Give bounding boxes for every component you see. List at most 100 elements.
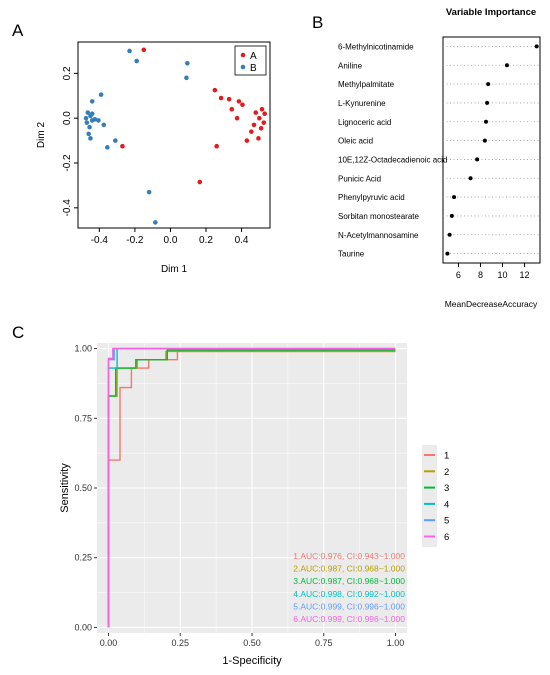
y-tick-label: 0.50 (74, 483, 92, 493)
y-tick-label: 0.75 (74, 413, 92, 423)
point-a (262, 111, 267, 117)
y-tick-label: 0.00 (74, 622, 92, 632)
legend-box (234, 45, 267, 76)
point-b (98, 92, 104, 97)
variable-label: Oleic acid (338, 137, 373, 146)
legend-label: B (250, 63, 257, 74)
x-tick-label: -0.2 (126, 235, 144, 246)
point-b (85, 110, 91, 115)
importance-dot (468, 176, 473, 181)
importance-dot (475, 157, 480, 162)
x-axis-title: Dim 1 (161, 264, 188, 275)
importance-dot (445, 251, 450, 256)
roc-curve-3 (107, 349, 396, 628)
point-b (101, 122, 107, 128)
point-a (240, 102, 245, 108)
point-b (105, 145, 110, 150)
importance-dot (449, 213, 454, 218)
variable-label: Lignoceric acid (338, 118, 391, 127)
point-a (218, 95, 224, 101)
variable-label: Methylpalmitate (338, 80, 395, 89)
auc-label-4: 4.AUC:0.998, CI:0.992~1.000 (293, 589, 405, 599)
variable-label: 10E,12Z-Octadecadienoic acid (338, 155, 447, 164)
point-b (146, 189, 152, 195)
y-tick-label: 1.00 (74, 344, 92, 354)
variable-label: N-Acetylmannosamine (338, 231, 419, 240)
point-a (236, 99, 242, 104)
variable-label: Phenylpyruvic acid (338, 193, 405, 202)
legend-marker (240, 52, 246, 58)
y-tick-label: -0.4 (62, 199, 73, 217)
auc-label-1: 1.AUC:0.976, CI:0.943~1.000 (293, 551, 405, 561)
point-a (257, 115, 262, 121)
point-b (87, 124, 92, 130)
importance-dot (483, 119, 488, 124)
legend-marker (240, 64, 246, 70)
y-axis-title: Sensitivity (59, 463, 71, 513)
importance-dot (504, 63, 509, 68)
point-b (184, 75, 189, 81)
panel-c-roc: 0.00 0.25 0.50 0.75 1.00 0.00 0.25 0.50 0.75 1.00… (59, 343, 449, 667)
importance-dot (486, 82, 491, 87)
variable-label: Aniline (338, 61, 363, 70)
variable-label: Punicic Acid (338, 174, 381, 183)
x-tick-label: 0.75 (315, 638, 333, 648)
point-a (234, 115, 240, 121)
x-axis-title: MeanDecreaseAccuracy (445, 299, 538, 309)
x-tick-label: 0.00 (100, 638, 118, 648)
x-tick-label: 8 (478, 270, 483, 280)
point-a (120, 143, 125, 149)
point-a (249, 129, 254, 134)
point-a (197, 179, 203, 185)
x-tick-label: 0.0 (163, 235, 177, 246)
point-a (251, 122, 257, 128)
variable-label: Sorbitan monostearate (338, 212, 419, 221)
panel-b-importance: Variable Importance 6-Methylnicotinamide A… (338, 7, 541, 309)
point-b (84, 120, 90, 125)
importance-dot (534, 44, 539, 49)
x-tick-label: 10 (498, 270, 508, 280)
legend-label: 4 (444, 499, 449, 510)
panel-c-label: C (12, 323, 24, 342)
x-tick-label: 0.50 (243, 638, 261, 648)
x-tick-label: 12 (520, 270, 530, 280)
point-b (89, 99, 95, 104)
x-tick-label: 0.25 (171, 638, 189, 648)
chart-title: Variable Importance (446, 7, 536, 18)
point-a (253, 110, 259, 115)
plot-frame (77, 41, 271, 229)
point-a (259, 106, 265, 112)
x-axis-title: 1-Specificity (222, 655, 282, 667)
variable-label: L-Kynurenine (338, 99, 386, 108)
plot-frame (442, 36, 541, 264)
point-b (134, 58, 139, 64)
point-b (88, 136, 93, 141)
point-b (185, 60, 190, 66)
point-b (96, 118, 101, 123)
point-a (212, 87, 218, 93)
x-tick-label: 0.2 (199, 235, 213, 246)
point-a (258, 125, 264, 131)
point-b (86, 131, 91, 137)
panel-a-scatter: -0.4 -0.2 0.0 0.2 0.4 -0.4 -0.2 0.0 0.2 Dim 1 Dim … (36, 41, 271, 275)
x-tick-label: -0.4 (91, 235, 109, 246)
auc-label-3: 3.AUC:0.987, CI:0.968~1.000 (293, 576, 405, 586)
importance-dot (452, 195, 457, 200)
y-tick-label: -0.2 (62, 154, 73, 172)
point-a (141, 47, 147, 53)
variable-label: 6-Methylnicotinamide (338, 42, 414, 51)
legend-key-background (422, 445, 437, 547)
variable-label: Taurine (338, 250, 365, 259)
x-tick-label: 1.00 (387, 638, 405, 648)
importance-dot (447, 232, 452, 237)
x-tick-label: 6 (456, 270, 461, 280)
point-b (127, 48, 132, 54)
point-b (92, 117, 98, 122)
legend-label: 2 (444, 467, 449, 478)
legend-label: 3 (444, 483, 449, 494)
importance-dot (482, 138, 487, 143)
y-tick-label: 0.2 (62, 66, 73, 80)
point-b (113, 138, 118, 143)
legend-label: 1 (444, 451, 449, 462)
